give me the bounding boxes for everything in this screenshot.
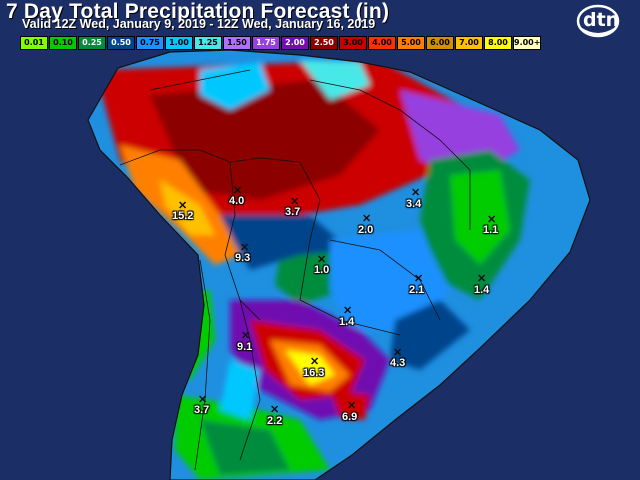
marker-value: 1.4 (339, 316, 355, 328)
legend-item-0.10: 0.10 (49, 36, 77, 50)
marker-value: 4.0 (229, 195, 245, 207)
marker-value: 2.0 (358, 224, 374, 236)
legend-item-7.00: 7.00 (455, 36, 483, 50)
legend-item-0.01: 0.01 (20, 36, 48, 50)
marker-x-icon: ✕ (270, 404, 280, 416)
marker-x-icon: ✕ (393, 347, 403, 359)
legend-item-0.75: 0.75 (136, 36, 164, 50)
marker-value: 1.4 (474, 284, 490, 296)
legend-item-4.00: 4.00 (368, 36, 396, 50)
valid-period: Valid 12Z Wed, January 9, 2019 - 12Z Wed… (22, 17, 376, 31)
marker-x-icon: ✕ (240, 242, 250, 254)
legend-item-1.50: 1.50 (223, 36, 251, 50)
legend-item-0.50: 0.50 (107, 36, 135, 50)
marker-value: 4.3 (390, 357, 406, 369)
legend-item-1.00: 1.00 (165, 36, 193, 50)
map-title: 7 Day Total Precipitation Forecast (in) (6, 0, 390, 23)
dtn-logo-text: dtn (583, 9, 620, 31)
marker-value: 2.1 (409, 284, 425, 296)
legend-item-1.75: 1.75 (252, 36, 280, 50)
marker-value: 9.1 (237, 341, 253, 353)
marker-x-icon: ✕ (198, 394, 208, 406)
marker-value: 2.2 (267, 415, 283, 427)
marker-x-icon: ✕ (178, 200, 188, 212)
marker-x-icon: ✕ (317, 254, 327, 266)
marker-x-icon: ✕ (347, 400, 357, 412)
marker-x-icon: ✕ (362, 213, 372, 225)
legend-item-1.25: 1.25 (194, 36, 222, 50)
country-borders (119, 69, 471, 471)
marker-x-icon: ✕ (343, 305, 353, 317)
marker-x-icon: ✕ (241, 330, 251, 342)
legend-item-2.00: 2.00 (281, 36, 309, 50)
marker-value: 15.2 (172, 210, 194, 222)
marker-x-icon: ✕ (477, 273, 487, 285)
legend-item-5.00: 5.00 (397, 36, 425, 50)
marker-x-icon: ✕ (310, 356, 320, 368)
marker-x-icon: ✕ (233, 185, 243, 197)
marker-value: 1.0 (314, 264, 330, 276)
marker-value: 6.9 (342, 411, 358, 423)
legend-item-3.00: 3.00 (339, 36, 367, 50)
legend-item-9.00: 9.00+ (513, 36, 541, 50)
dtn-logo-icon (576, 4, 620, 38)
marker-value: 3.7 (194, 404, 210, 416)
precip-legend: 0.01 0.10 0.25 0.50 0.75 1.00 1.25 1.50 … (20, 36, 542, 50)
marker-value: 3.7 (285, 206, 301, 218)
marker-x-icon: ✕ (290, 196, 300, 208)
marker-value: 9.3 (235, 252, 251, 264)
legend-item-2.50: 2.50 (310, 36, 338, 50)
legend-item-6.00: 6.00 (426, 36, 454, 50)
marker-x-icon: ✕ (414, 273, 424, 285)
continent-outline (87, 49, 591, 480)
marker-x-icon: ✕ (487, 214, 497, 226)
legend-item-0.25: 0.25 (78, 36, 106, 50)
marker-x-icon: ✕ (411, 187, 421, 199)
marker-value: 3.4 (406, 198, 422, 210)
marker-value: 1.1 (483, 224, 499, 236)
marker-value: 16.3 (303, 367, 325, 379)
legend-item-8.00: 8.00 (484, 36, 512, 50)
